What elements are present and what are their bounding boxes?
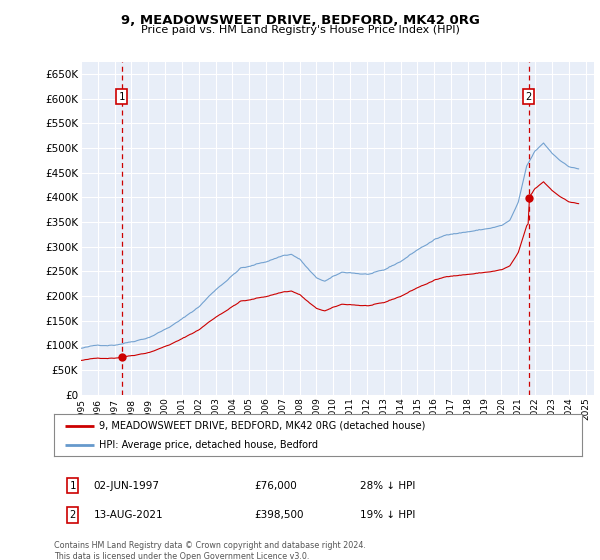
Text: 19% ↓ HPI: 19% ↓ HPI <box>360 510 416 520</box>
Text: 13-AUG-2021: 13-AUG-2021 <box>94 510 163 520</box>
Text: 02-JUN-1997: 02-JUN-1997 <box>94 480 160 491</box>
Text: This data is licensed under the Open Government Licence v3.0.: This data is licensed under the Open Gov… <box>54 552 310 560</box>
Text: 1: 1 <box>70 480 76 491</box>
Text: £76,000: £76,000 <box>254 480 298 491</box>
Text: 1: 1 <box>119 92 125 101</box>
Text: Contains HM Land Registry data © Crown copyright and database right 2024.: Contains HM Land Registry data © Crown c… <box>54 541 366 550</box>
Text: Price paid vs. HM Land Registry's House Price Index (HPI): Price paid vs. HM Land Registry's House … <box>140 25 460 35</box>
Text: HPI: Average price, detached house, Bedford: HPI: Average price, detached house, Bedf… <box>99 440 318 450</box>
Text: 2: 2 <box>70 510 76 520</box>
Text: 9, MEADOWSWEET DRIVE, BEDFORD, MK42 0RG (detached house): 9, MEADOWSWEET DRIVE, BEDFORD, MK42 0RG … <box>99 421 425 431</box>
Text: 28% ↓ HPI: 28% ↓ HPI <box>360 480 416 491</box>
Text: £398,500: £398,500 <box>254 510 304 520</box>
Text: 9, MEADOWSWEET DRIVE, BEDFORD, MK42 0RG: 9, MEADOWSWEET DRIVE, BEDFORD, MK42 0RG <box>121 14 479 27</box>
Text: 2: 2 <box>526 92 532 101</box>
